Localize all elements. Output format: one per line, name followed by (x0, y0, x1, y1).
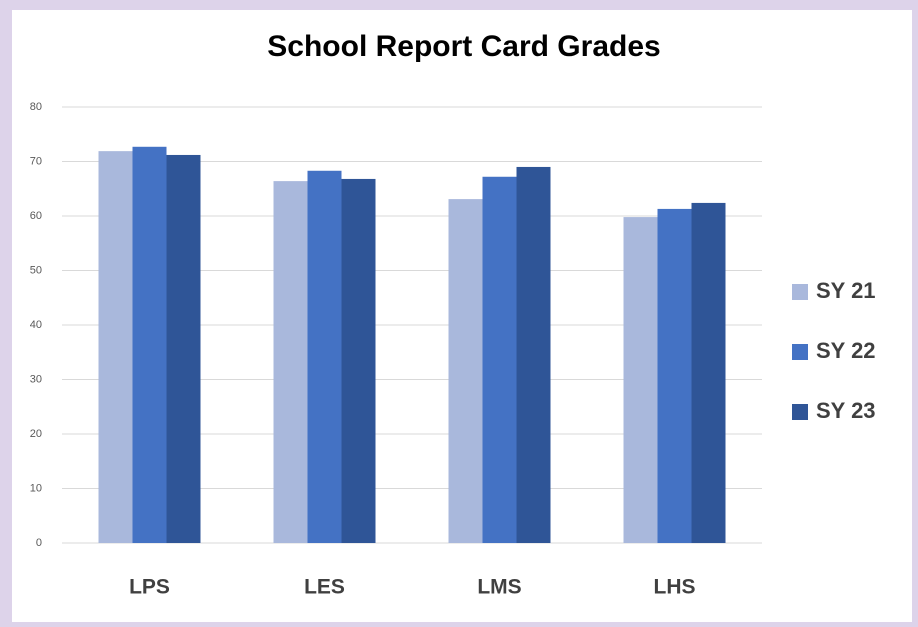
y-tick-label: 60 (30, 210, 42, 222)
bar (623, 217, 658, 543)
y-tick-label: 70 (30, 155, 42, 167)
legend-label: SY 23 (816, 398, 876, 423)
y-tick-label: 80 (30, 101, 42, 113)
x-tick-label: LHS (654, 576, 696, 599)
legend-label: SY 22 (816, 338, 876, 363)
legend-swatch (792, 284, 808, 300)
y-tick-label: 20 (30, 428, 42, 440)
legend-swatch (792, 404, 808, 420)
chart-title: School Report Card Grades (267, 30, 660, 63)
bar (273, 181, 308, 543)
legend-swatch (792, 344, 808, 360)
bar (307, 170, 342, 543)
y-tick-label: 50 (30, 264, 42, 276)
x-tick-label: LMS (477, 576, 521, 599)
bar (132, 146, 167, 543)
y-tick-label: 30 (30, 373, 42, 385)
bar (98, 151, 133, 543)
x-tick-label: LPS (129, 576, 170, 599)
bar (516, 166, 551, 543)
y-tick-label: 10 (30, 482, 42, 494)
x-tick-label: LES (304, 576, 345, 599)
bar (166, 154, 201, 543)
legend-label: SY 21 (816, 278, 876, 303)
y-tick-label: 40 (30, 319, 42, 331)
bar (482, 176, 517, 543)
bar (341, 178, 376, 543)
bar (448, 199, 483, 544)
bar (691, 202, 726, 544)
y-tick-label: 0 (36, 537, 42, 549)
bar (657, 208, 692, 544)
